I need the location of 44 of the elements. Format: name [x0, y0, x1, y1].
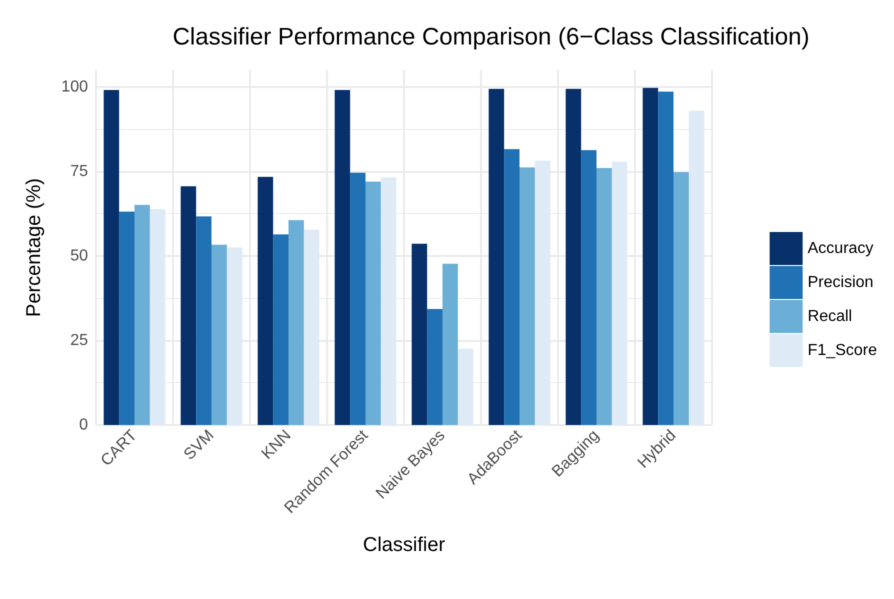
bar: [273, 234, 288, 425]
bar: [334, 90, 350, 425]
y-tick-label: 100: [61, 78, 88, 96]
bar: [688, 110, 704, 425]
y-tick-label: 25: [70, 332, 88, 349]
legend-label: Recall: [808, 308, 852, 325]
y-tick-label: 0: [79, 416, 88, 434]
bar: [119, 212, 134, 425]
bar: [150, 208, 166, 425]
bar: [380, 178, 396, 425]
x-axis-title: Classifier: [362, 534, 446, 556]
bar: [642, 88, 658, 425]
bar: [104, 90, 120, 425]
y-tick-label: 50: [70, 247, 88, 264]
bar: [674, 172, 689, 425]
bar: [566, 88, 582, 425]
bar: [258, 176, 274, 425]
bar: [596, 168, 612, 425]
bar: [581, 150, 596, 425]
bar: [504, 149, 520, 425]
bar: [427, 309, 442, 425]
bar: [658, 92, 674, 425]
bar: [534, 160, 550, 425]
bar: [180, 186, 196, 425]
y-axis-title: Percentage (%): [23, 178, 45, 317]
bar: [212, 244, 227, 425]
bar: [226, 248, 242, 425]
bar: [366, 182, 381, 425]
bar: [304, 230, 320, 425]
bar: [288, 220, 304, 425]
bar: [134, 204, 150, 425]
y-tick-label: 75: [70, 162, 88, 180]
bar: [612, 162, 628, 425]
legend-label: Accuracy: [808, 240, 874, 257]
bar: [442, 264, 458, 425]
bar: [350, 172, 366, 425]
chart-title: Classifier Performance Comparison (6−Class Classification): [172, 24, 810, 50]
bar: [412, 244, 428, 425]
legend-label: Precision: [808, 274, 874, 291]
legend-label: F1_Score: [808, 342, 878, 359]
bar: [196, 216, 212, 425]
bar: [488, 88, 504, 425]
bar: [458, 348, 474, 425]
bar: [520, 167, 535, 425]
